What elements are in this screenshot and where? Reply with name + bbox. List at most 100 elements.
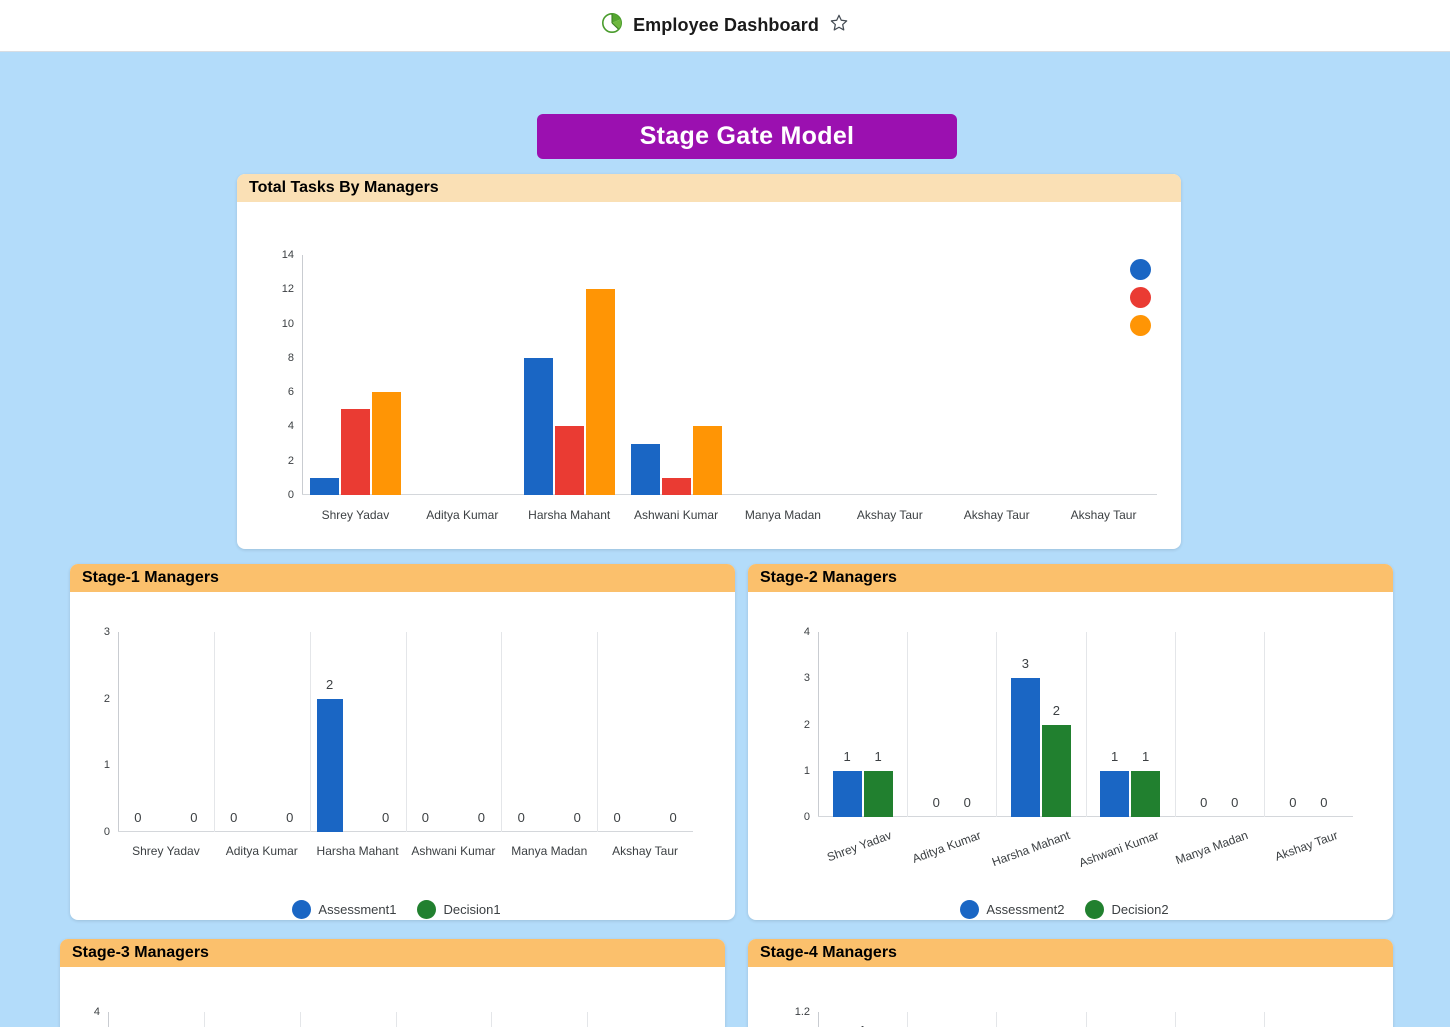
chart-bar[interactable]	[1010, 678, 1040, 817]
chart-gridline	[395, 1012, 397, 1027]
chart-bar-value-label: 0	[286, 810, 294, 825]
legend-dot[interactable]	[1130, 315, 1151, 336]
chart-bar[interactable]	[692, 426, 722, 495]
chart-bar[interactable]	[340, 409, 370, 495]
chart-gridline	[405, 632, 407, 832]
chart-bar[interactable]	[1100, 770, 1130, 817]
chart-bar-value-label: 1	[859, 1023, 866, 1027]
legend-item[interactable]: Decision2	[1085, 900, 1169, 919]
chart-bar[interactable]	[554, 426, 584, 495]
chart-stage-1-managers[interactable]: 0 1 2 3 0 0 Shrey Yadav 0 0 Aditya Kumar 2 0 Harsha …	[104, 626, 693, 858]
chart-bar-value-label: 0	[1320, 795, 1328, 810]
chart-gridline	[501, 632, 503, 832]
y-axis-line	[818, 1012, 819, 1027]
card-total-tasks-by-managers: Total Tasks By Managers 0 2 4 6 8 10 12 14 Shrey…	[237, 174, 1181, 549]
page-title: Employee Dashboard	[633, 15, 819, 35]
legend-item[interactable]: Assessment1	[292, 900, 396, 919]
stage-gate-model-banner: Stage Gate Model	[537, 114, 957, 159]
chart-gridline	[1174, 1012, 1176, 1027]
chart-bar-value-label: 0	[669, 810, 677, 825]
chart-bar-value-label: 1	[1141, 748, 1150, 764]
chart-bar-value-label: 3	[1021, 656, 1030, 672]
chart-legend-total-tasks[interactable]	[1130, 259, 1151, 336]
card-title: Stage-4 Managers	[760, 944, 897, 961]
legend-dot[interactable]	[1130, 287, 1151, 308]
y-axis-tick-label: 4	[93, 1006, 100, 1018]
chart-bar-value-label: 0	[477, 810, 486, 825]
chart-bar[interactable]	[832, 770, 862, 817]
card-stage-3-managers: Stage-3 Managers 3433Shrey Yadav00Aditya…	[60, 939, 725, 1027]
y-axis-line	[818, 632, 819, 817]
chart-gridline	[1263, 1012, 1265, 1027]
chart-stage-4-managers[interactable]: 0.60.811.21Shrey Yadav0Aditya Kumar0Hars…	[795, 1006, 1353, 1027]
chart-bar[interactable]	[630, 443, 660, 495]
x-axis-label: Shrey Yadav	[825, 828, 894, 865]
dashboard-canvas: Stage Gate Model Total Tasks By Managers…	[0, 52, 1450, 1027]
legend-swatch	[960, 900, 980, 919]
y-axis-tick-label: 1	[103, 759, 110, 772]
x-axis-label: Aditya Kumar	[910, 828, 983, 866]
chart-bar-value-label: 0	[381, 810, 390, 825]
x-axis-label: Manya Madan	[744, 508, 821, 522]
chart-bar-value-label: 0	[134, 810, 142, 825]
x-axis-label: Shrey Yadav	[132, 844, 200, 858]
x-axis-label: Aditya Kumar	[225, 844, 298, 858]
x-axis-label: Akshay Taur	[1272, 828, 1340, 864]
x-axis-label: Akshay Taur	[1070, 508, 1137, 522]
chart-bar[interactable]	[371, 392, 401, 495]
chart-bar-value-label: 1	[874, 748, 882, 764]
card-title: Stage-3 Managers	[72, 944, 209, 961]
y-axis-tick-label: 2	[287, 454, 294, 467]
chart-bar[interactable]	[309, 477, 339, 495]
y-axis-tick-label: 14	[281, 249, 294, 261]
chart-gridline	[996, 1012, 998, 1027]
chart-bar[interactable]	[523, 357, 553, 495]
y-axis-tick-label: 6	[287, 386, 294, 399]
y-axis-line	[118, 632, 119, 832]
chart-bar[interactable]	[1131, 770, 1161, 817]
y-axis-tick-label: 2	[803, 718, 810, 731]
chart-bar-value-label: 1	[1110, 748, 1119, 764]
chart-gridline	[1085, 1012, 1087, 1027]
x-axis-label: Harsha Mahant	[989, 828, 1072, 870]
chart-gridline	[1085, 632, 1087, 817]
legend-swatch	[292, 900, 312, 919]
y-axis-tick-label: 1	[803, 764, 810, 777]
y-axis-tick-label: 0	[803, 811, 810, 823]
chart-total-tasks-by-managers[interactable]: 0 2 4 6 8 10 12 14 Shrey Yadav Aditya Kumar Harsha…	[282, 249, 1157, 522]
chart-bar[interactable]	[585, 289, 615, 495]
chart-bar-value-label: 2	[1052, 702, 1061, 718]
chart-bar[interactable]	[863, 770, 893, 817]
legend-item[interactable]: Decision1	[417, 900, 501, 919]
legend-item[interactable]: Assessment2	[960, 900, 1064, 919]
x-axis-label: Aditya Kumar	[426, 508, 499, 522]
chart-bar[interactable]	[316, 698, 343, 832]
chart-gridline	[491, 1012, 493, 1027]
legend-label: Assessment2	[986, 902, 1065, 917]
card-title: Stage-1 Managers	[82, 569, 219, 586]
y-axis-tick-label: 12	[281, 283, 294, 296]
y-axis-tick-label: 0	[103, 826, 110, 838]
card-header-stage-4: Stage-4 Managers	[748, 939, 1393, 967]
card-header-stage-3: Stage-3 Managers	[60, 939, 725, 967]
y-axis-tick-label: 1.2	[794, 1006, 810, 1018]
card-title: Total Tasks By Managers	[249, 179, 439, 196]
chart-gridline	[309, 632, 311, 832]
star-outline-icon[interactable]	[829, 13, 849, 38]
chart-legend-stage-2[interactable]: Assessment2 Decision2	[748, 900, 1393, 919]
card-stage-4-managers: Stage-4 Managers 0.60.811.21Shrey Yadav0…	[748, 939, 1393, 1027]
x-axis-label: Harsha Mahant	[528, 508, 611, 522]
legend-swatch	[1085, 900, 1105, 919]
chart-bar[interactable]	[1041, 724, 1071, 817]
legend-label: Decision1	[443, 902, 501, 917]
y-axis-tick-label: 4	[287, 420, 294, 433]
chart-bar[interactable]	[661, 477, 691, 495]
chart-gridline	[1263, 632, 1265, 817]
chart-bar-value-label: 0	[421, 810, 430, 825]
chart-gridline	[907, 632, 909, 817]
chart-stage-2-managers[interactable]: 0 1 2 3 4 1 1 Shrey Yadav 0 0 Aditya Kumar 3 2 Harsha…	[804, 626, 1353, 870]
legend-dot[interactable]	[1130, 259, 1151, 280]
chart-legend-stage-1[interactable]: Assessment1 Decision1	[70, 900, 735, 919]
x-axis-label: Ashwani Kumar	[411, 844, 496, 858]
